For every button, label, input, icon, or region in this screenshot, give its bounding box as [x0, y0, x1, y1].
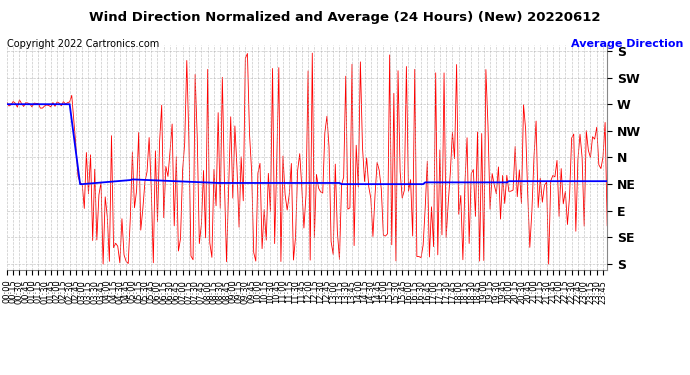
Text: Wind Direction Normalized and Average (24 Hours) (New) 20220612: Wind Direction Normalized and Average (2…: [89, 11, 601, 24]
Text: Copyright 2022 Cartronics.com: Copyright 2022 Cartronics.com: [7, 39, 159, 50]
Text: Average Direction: Average Direction: [571, 39, 683, 50]
